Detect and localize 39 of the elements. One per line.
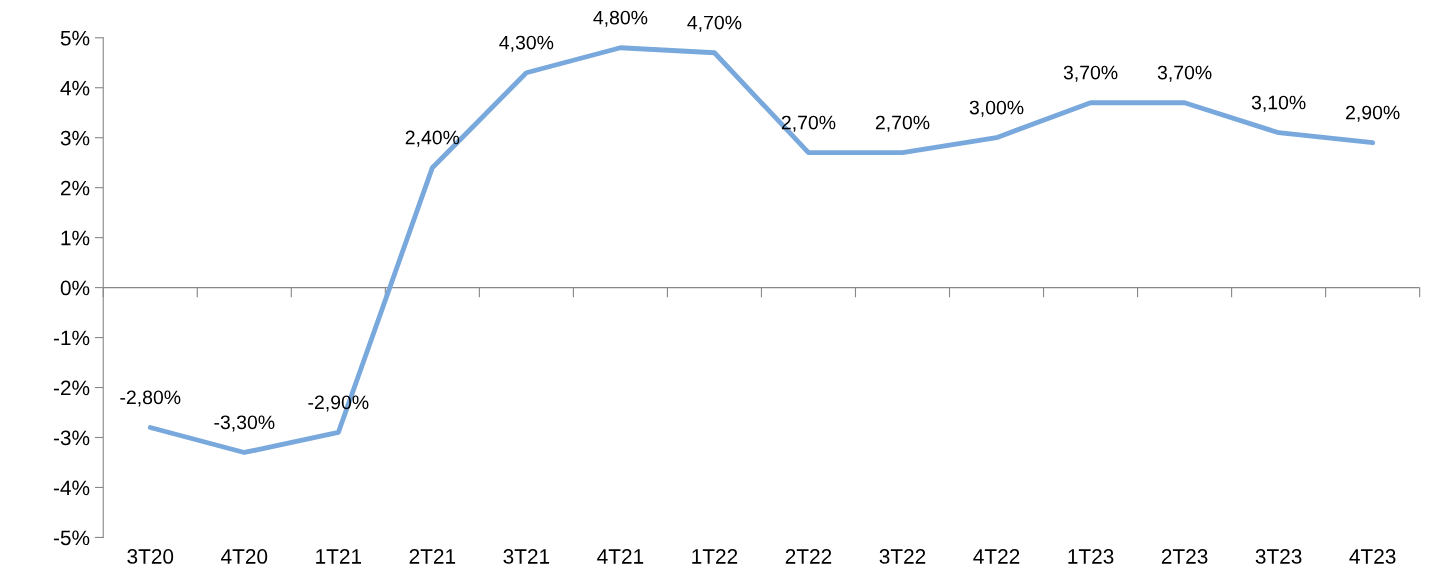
- y-tick-label: -3%: [53, 430, 90, 446]
- y-tick-label: 1%: [61, 230, 90, 246]
- data-label: -2,80%: [120, 390, 181, 407]
- y-tick-label: -1%: [53, 330, 90, 346]
- x-tick-label: 1T21: [316, 549, 362, 564]
- data-label: -2,90%: [308, 395, 369, 412]
- x-tick-label: 3T20: [127, 549, 174, 564]
- y-tick-label: -4%: [53, 480, 90, 496]
- data-label: 2,70%: [875, 115, 930, 132]
- x-tick-label: 1T23: [1068, 549, 1114, 564]
- y-tick-label: 4%: [60, 80, 90, 96]
- data-label: 2,70%: [781, 115, 836, 132]
- x-tick-label: 4T20: [221, 549, 268, 564]
- y-tick-label: 0%: [60, 280, 90, 296]
- x-tick-label: 4T21: [597, 549, 644, 564]
- y-tick-label: 5%: [60, 30, 90, 46]
- data-label: 3,00%: [969, 100, 1024, 117]
- data-label: 2,40%: [405, 130, 460, 147]
- x-tick-label: 4T23: [1349, 549, 1396, 564]
- x-tick-label: 3T22: [879, 549, 926, 564]
- data-label: 4,70%: [687, 15, 742, 32]
- y-tick-label: 3%: [60, 130, 90, 146]
- x-tick-label: 1T22: [692, 549, 738, 564]
- x-tick-label: 3T21: [503, 549, 550, 564]
- x-tick-label: 3T23: [1255, 549, 1302, 564]
- data-label: 3,70%: [1063, 65, 1118, 82]
- y-tick-label: 2%: [60, 180, 90, 196]
- data-label: 3,10%: [1251, 95, 1306, 112]
- data-label: 4,80%: [593, 10, 648, 27]
- data-label: 2,90%: [1346, 105, 1400, 122]
- data-label: 3,70%: [1157, 65, 1212, 82]
- y-tick-label: -2%: [53, 380, 90, 396]
- data-label: -3,30%: [214, 415, 275, 432]
- x-tick-label: 2T23: [1161, 549, 1208, 564]
- x-tick-label: 2T22: [785, 549, 832, 564]
- data-label: 4,30%: [499, 35, 554, 52]
- y-tick-label: -5%: [53, 530, 90, 546]
- x-tick-label: 2T21: [409, 549, 456, 564]
- x-tick-label: 4T22: [973, 549, 1020, 564]
